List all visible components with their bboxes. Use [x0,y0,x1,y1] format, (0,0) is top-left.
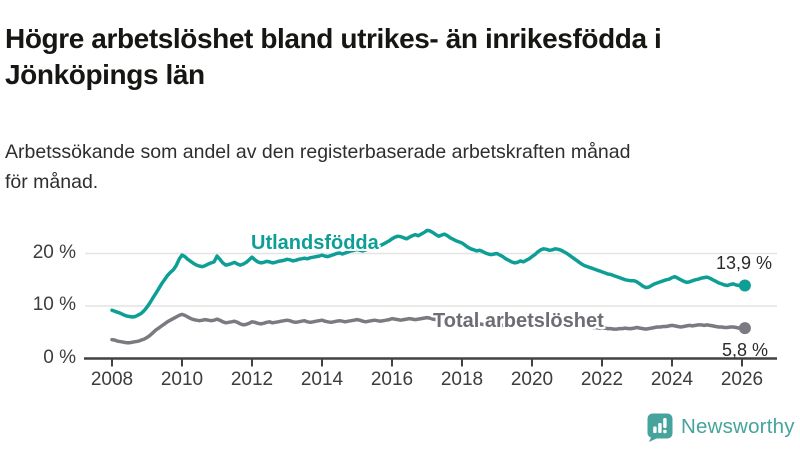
series-label-utlandsfodda: Utlandsfödda [251,232,379,254]
newsworthy-wordmark: Newsworthy [681,415,795,438]
y-axis-label-0: 0 % [43,347,76,368]
newsworthy-logo[interactable]: Newsworthy [646,412,795,442]
page-title: Högre arbetslöshet bland utrikes- än inr… [5,22,662,90]
x-axis-label-2010: 2010 [160,369,204,390]
line-series-0 [110,228,747,319]
series-label-total-arbetsloshet: Total arbetslöshet [433,310,604,332]
y-axis-label-10: 10 % [32,294,76,315]
x-axis-label-2022: 2022 [580,369,624,390]
chart-subtitle: Arbetssökande som andel av den registerb… [5,140,631,193]
x-axis-label-2026: 2026 [720,369,764,390]
x-axis-label-2012: 2012 [230,369,274,390]
end-dot-series-0 [738,279,751,292]
line-series-1 [110,312,747,345]
bar-2 [658,423,662,433]
end-value-total: 5,8 % [721,340,768,360]
y-axis-label-20: 20 % [32,242,76,263]
newsworthy-bubble-icon [647,413,673,442]
x-axis-label-2014: 2014 [300,369,344,390]
x-axis-label-2020: 2020 [510,369,554,390]
exclamation-dot [663,429,667,434]
x-axis-label-2008: 2008 [90,369,134,390]
x-axis-label-2024: 2024 [650,369,694,390]
exclamation-bar [663,418,667,428]
bar-1 [653,426,657,433]
end-value-utlandsfodda: 13,9 % [715,253,772,273]
x-axis-label-2018: 2018 [440,369,484,390]
x-axis-label-2016: 2016 [370,369,414,390]
end-dot-series-1 [738,322,751,335]
